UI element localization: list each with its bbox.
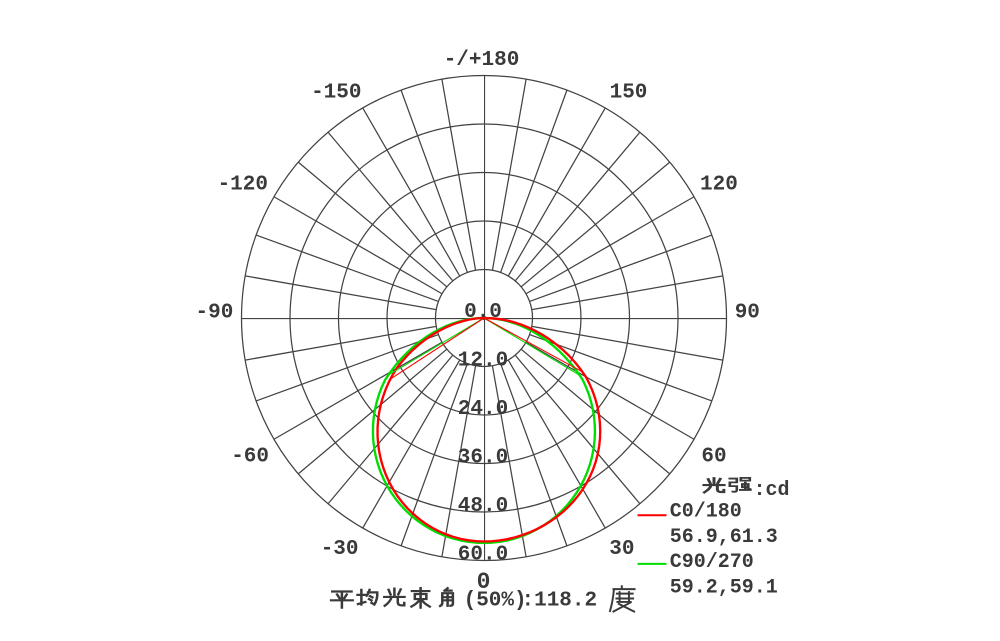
svg-text:150: 150: [610, 81, 648, 104]
svg-text:-30: -30: [321, 538, 359, 561]
svg-text:60: 60: [701, 445, 726, 468]
svg-text:12.0: 12.0: [458, 350, 508, 373]
svg-text::118.2: :118.2: [522, 589, 598, 612]
svg-text:C90/270: C90/270: [670, 551, 754, 574]
svg-text::cd: :cd: [754, 479, 790, 502]
svg-text:0: 0: [477, 569, 491, 595]
svg-text:59.2,59.1: 59.2,59.1: [670, 577, 778, 600]
svg-text:60.0: 60.0: [458, 544, 508, 567]
svg-text:-60: -60: [231, 445, 269, 468]
svg-text:0.0: 0.0: [464, 301, 502, 324]
svg-text:56.9,61.3: 56.9,61.3: [670, 526, 778, 549]
svg-text:120: 120: [700, 173, 738, 196]
svg-text:-90: -90: [195, 301, 233, 324]
svg-text:48.0: 48.0: [458, 495, 508, 518]
svg-text:24.0: 24.0: [458, 398, 508, 421]
svg-text:90: 90: [735, 301, 760, 324]
svg-text:(50%): (50%): [464, 589, 527, 612]
svg-text:-120: -120: [218, 173, 268, 196]
svg-text:-/+180: -/+180: [444, 49, 520, 72]
svg-text:36.0: 36.0: [458, 447, 508, 470]
svg-text:-150: -150: [311, 81, 361, 104]
svg-text:30: 30: [609, 538, 634, 561]
svg-text:C0/180: C0/180: [670, 501, 742, 524]
